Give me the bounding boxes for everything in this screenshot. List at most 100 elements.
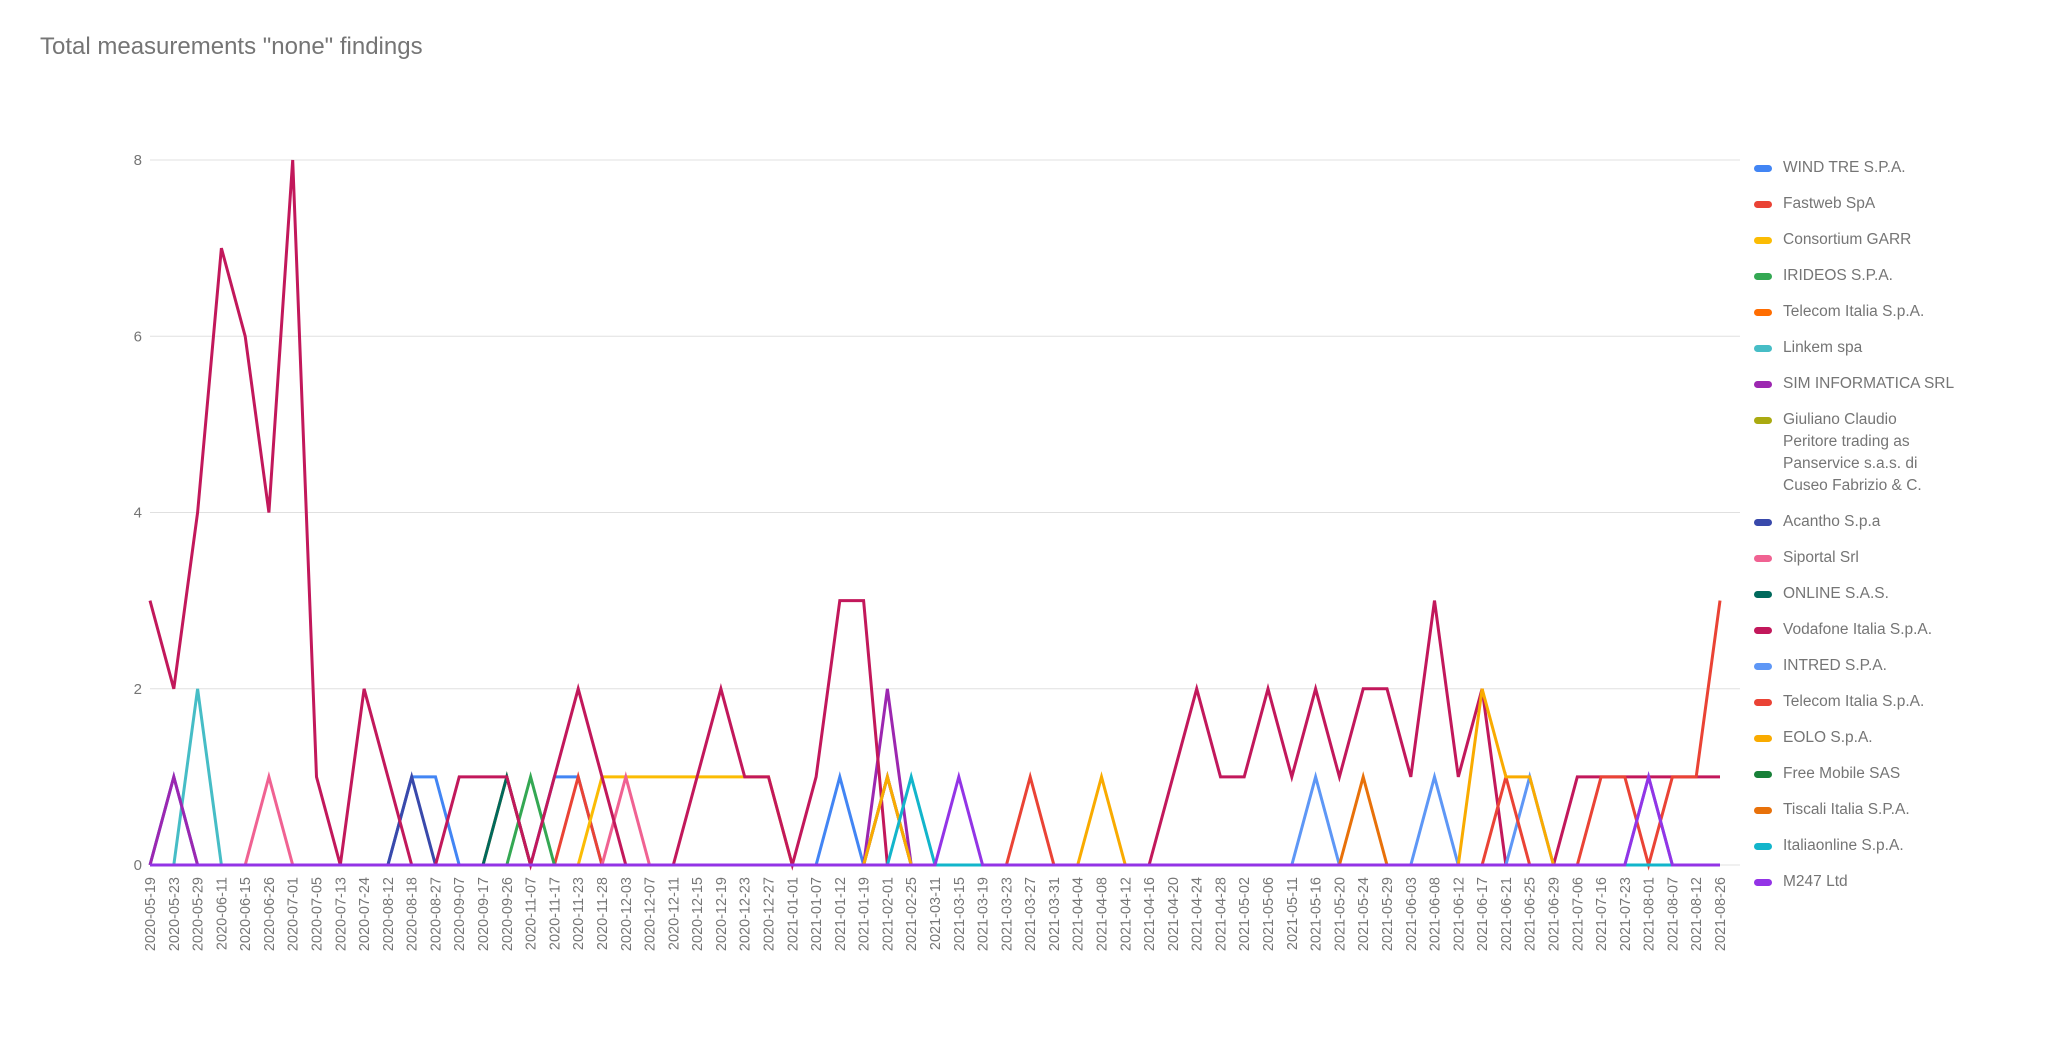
legend-swatch [1754,843,1772,850]
series-line-18-m247-ltd[interactable] [150,771,1720,867]
x-axis-tick-label: 2021-01-07 [809,877,825,951]
legend-swatch [1754,555,1772,562]
legend-swatch [1754,591,1772,598]
y-axis-label: 0 [134,857,142,874]
legend-item-label: Siportal Srl [1783,549,1859,566]
x-axis-tick-label: 2021-01-12 [833,877,849,951]
legend-item-label: ONLINE S.A.S. [1783,585,1889,602]
x-axis-tick-label: 2020-11-28 [595,877,611,950]
legend-item-label: EOLO S.p.A. [1783,729,1873,746]
x-axis-tick-label: 2021-06-08 [1428,877,1444,951]
legend-item-label: Tiscali Italia S.P.A. [1783,801,1910,818]
x-axis-tick-label: 2021-05-20 [1332,877,1348,951]
x-axis-tick-label: 2021-03-31 [1047,877,1063,951]
legend-swatch [1754,771,1772,778]
x-axis-tick-label: 2020-07-24 [357,877,373,951]
x-axis-tick-label: 2021-04-12 [1118,877,1134,951]
x-axis-tick-label: 2021-02-01 [880,877,896,951]
legend-item-label: Linkem spa [1783,339,1863,356]
legend-item-6-sim-informatica-srl: SIM INFORMATICA SRL [1754,373,1955,395]
legend-item-label: INTRED S.P.A. [1783,657,1887,674]
legend-item-label: Vodafone Italia S.p.A. [1783,621,1933,638]
legend-item-label: Fastweb SpA [1783,195,1876,212]
x-axis-tick-label: 2021-05-24 [1356,877,1372,951]
x-axis-tick-label: 2020-07-01 [286,877,302,951]
legend-item-3-irideos-s-p-a: IRIDEOS S.P.A. [1754,265,1955,287]
legend-swatch [1754,699,1772,706]
legend-swatch [1754,663,1772,670]
x-axis-tick-label: 2021-04-24 [1190,877,1206,951]
x-axis-tick-label: 2021-01-19 [857,877,873,951]
legend-item-label: Acantho S.p.a [1783,513,1881,530]
x-axis-tick-label: 2020-08-18 [405,877,421,951]
legend-swatch [1754,309,1772,316]
x-axis-tick-label: 2020-12-03 [619,877,635,951]
legend-item-label: WIND TRE S.P.A. [1783,159,1906,176]
x-axis-tick-label: 2021-04-04 [1071,877,1087,951]
legend-item-label: Giuliano Claudio Peritore trading as Pan… [1783,411,1922,494]
x-axis-tick-label: 2020-12-19 [714,877,730,951]
x-axis-tick-label: 2021-01-01 [785,877,801,951]
legend-swatch [1754,627,1772,634]
x-axis-tick-label: 2021-05-11 [1285,877,1301,950]
legend-item-17-italiaonline-s-p-a: Italiaonline S.p.A. [1754,835,1955,857]
x-axis-tick-label: 2021-06-03 [1404,877,1420,951]
legend-swatch [1754,417,1772,424]
legend-swatch [1754,879,1772,886]
x-axis-tick-label: 2020-09-07 [452,877,468,951]
x-axis-tick-label: 2020-12-23 [738,877,754,951]
legend-swatch [1754,381,1772,388]
x-axis-tick-label: 2021-08-01 [1642,877,1658,951]
legend-item-label: Free Mobile SAS [1783,765,1901,782]
legend-swatch [1754,237,1772,244]
x-axis-tick-label: 2021-05-29 [1380,877,1396,951]
y-axis-label: 8 [134,152,142,169]
legend-swatch [1754,165,1772,172]
legend-item-14-eolo-s-p-a: EOLO S.p.A. [1754,727,1955,749]
x-axis-tick-label: 2021-03-11 [928,877,944,950]
legend-item-12-intred-s-p-a: INTRED S.P.A. [1754,655,1955,677]
legend-item-2-consortium-garr: Consortium GARR [1754,229,1955,251]
y-axis-label: 2 [134,681,142,698]
x-axis-tick-label: 2020-05-29 [191,877,207,951]
x-axis-tick-label: 2021-04-20 [1166,877,1182,951]
legend-item-label: SIM INFORMATICA SRL [1783,375,1955,392]
x-axis-tick-label: 2021-04-08 [1095,877,1111,951]
legend-item-7-giuliano-claudio-peritore-trading-as-pan: Giuliano Claudio Peritore trading as Pan… [1754,409,1955,497]
x-axis-tick-label: 2021-03-23 [999,877,1015,951]
x-axis-tick-label: 2020-06-26 [262,877,278,951]
legend-swatch [1754,807,1772,814]
x-axis-tick-label: 2020-11-23 [571,877,587,950]
legend-item-label: Consortium GARR [1783,231,1912,248]
x-axis-tick-label: 2021-05-16 [1309,877,1325,951]
x-axis-tick-label: 2021-08-26 [1713,877,1729,951]
legend-item-18-m247-ltd: M247 Ltd [1754,871,1955,893]
x-axis-tick-label: 2020-12-27 [761,877,777,951]
legend-swatch [1754,201,1772,208]
legend: WIND TRE S.P.A. Fastweb SpA Consortium GAR… [1754,157,1955,893]
x-axis-tick-label: 2020-07-05 [310,877,326,951]
y-axis-label: 6 [134,328,142,345]
legend-item-11-vodafone-italia-s-p-a: Vodafone Italia S.p.A. [1754,619,1955,641]
x-axis-tick-label: 2021-02-25 [904,877,920,951]
x-axis-tick-label: 2021-08-12 [1689,877,1705,951]
x-axis-tick-label: 2020-05-19 [143,877,159,951]
x-axis-tick-label: 2020-12-11 [666,877,682,950]
legend-item-15-free-mobile-sas: Free Mobile SAS [1754,763,1955,785]
x-axis-tick-label: 2021-07-16 [1594,877,1610,951]
legend-item-16-tiscali-italia-s-p-a: Tiscali Italia S.P.A. [1754,799,1955,821]
x-axis-tick-label: 2021-06-29 [1546,877,1562,951]
x-axis-tick-label: 2020-06-11 [214,877,230,950]
legend-swatch [1754,735,1772,742]
legend-item-label: Italiaonline S.p.A. [1783,837,1904,854]
legend-item-label: Telecom Italia S.p.A. [1783,693,1925,710]
y-axis-label: 4 [134,505,142,522]
x-axis-tick-label: 2021-05-02 [1237,877,1253,951]
x-axis-tick-label: 2021-04-16 [1142,877,1158,951]
x-axis-tick-label: 2021-03-27 [1023,877,1039,951]
legend-swatch [1754,345,1772,352]
x-axis-tick-label: 2021-07-06 [1570,877,1586,951]
series-line-13-telecom-italia-s-p-a[interactable] [150,600,1722,871]
